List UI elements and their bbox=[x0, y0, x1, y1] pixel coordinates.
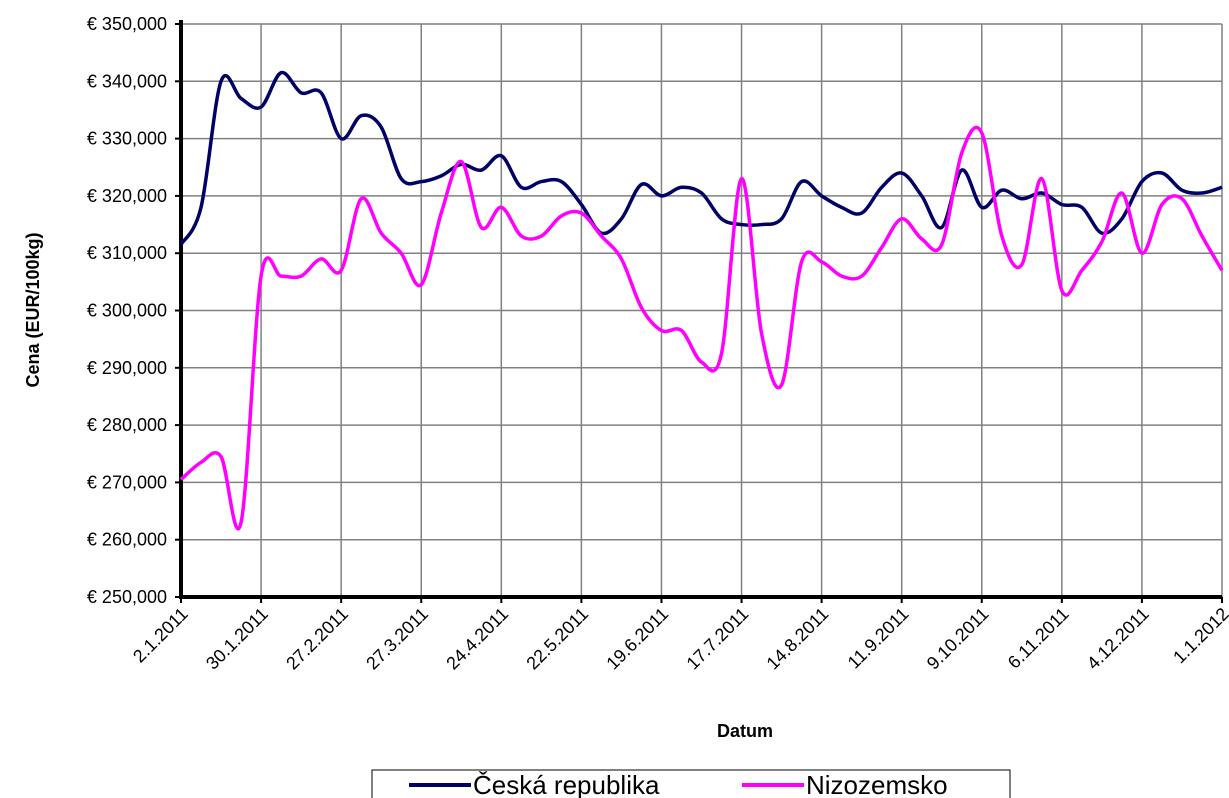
x-tick-label: 2.1.2011 bbox=[129, 604, 192, 667]
x-tick-label: 9.10.2011 bbox=[923, 604, 993, 674]
x-tick-label: 27.3.2011 bbox=[362, 604, 432, 674]
y-tick-label: € 330,000 bbox=[87, 129, 167, 149]
legend-label: Česká republika bbox=[473, 770, 660, 798]
x-tick-label: 4.12.2011 bbox=[1083, 604, 1153, 674]
x-tick-label: 22.5.2011 bbox=[522, 604, 592, 674]
x-tick-label: 1.1.2012 bbox=[1169, 604, 1229, 668]
y-tick-label: € 270,000 bbox=[87, 472, 167, 492]
y-tick-label: € 320,000 bbox=[87, 186, 167, 206]
legend-label: Nizozemsko bbox=[806, 770, 948, 798]
x-axis-label: Datum bbox=[717, 721, 773, 741]
x-tick-label: 14.8.2011 bbox=[763, 604, 833, 674]
y-axis-label: Cena (EUR/100kg) bbox=[23, 232, 43, 387]
series-line bbox=[179, 70, 1223, 246]
x-tick-label: 11.9.2011 bbox=[844, 604, 913, 673]
y-tick-label: € 250,000 bbox=[87, 587, 167, 607]
y-tick-label: € 280,000 bbox=[87, 415, 167, 435]
legend-box bbox=[371, 769, 1011, 798]
x-tick-label: 19.6.2011 bbox=[602, 604, 672, 674]
series-line bbox=[179, 125, 1224, 531]
x-tick-label: 30.1.2011 bbox=[202, 604, 272, 674]
y-tick-label: € 290,000 bbox=[87, 358, 167, 378]
y-tick-label: € 300,000 bbox=[87, 301, 167, 321]
x-tick-label: 6.11.2011 bbox=[1004, 604, 1073, 673]
x-tick-label: 27.2.2011 bbox=[282, 604, 352, 674]
y-tick-label: € 310,000 bbox=[87, 243, 167, 263]
x-tick-label: 17.7.2011 bbox=[683, 604, 753, 674]
y-tick-label: € 350,000 bbox=[87, 14, 167, 34]
y-tick-label: € 260,000 bbox=[87, 530, 167, 550]
y-tick-label: € 340,000 bbox=[87, 71, 167, 91]
x-tick-label: 24.4.2011 bbox=[442, 604, 512, 674]
